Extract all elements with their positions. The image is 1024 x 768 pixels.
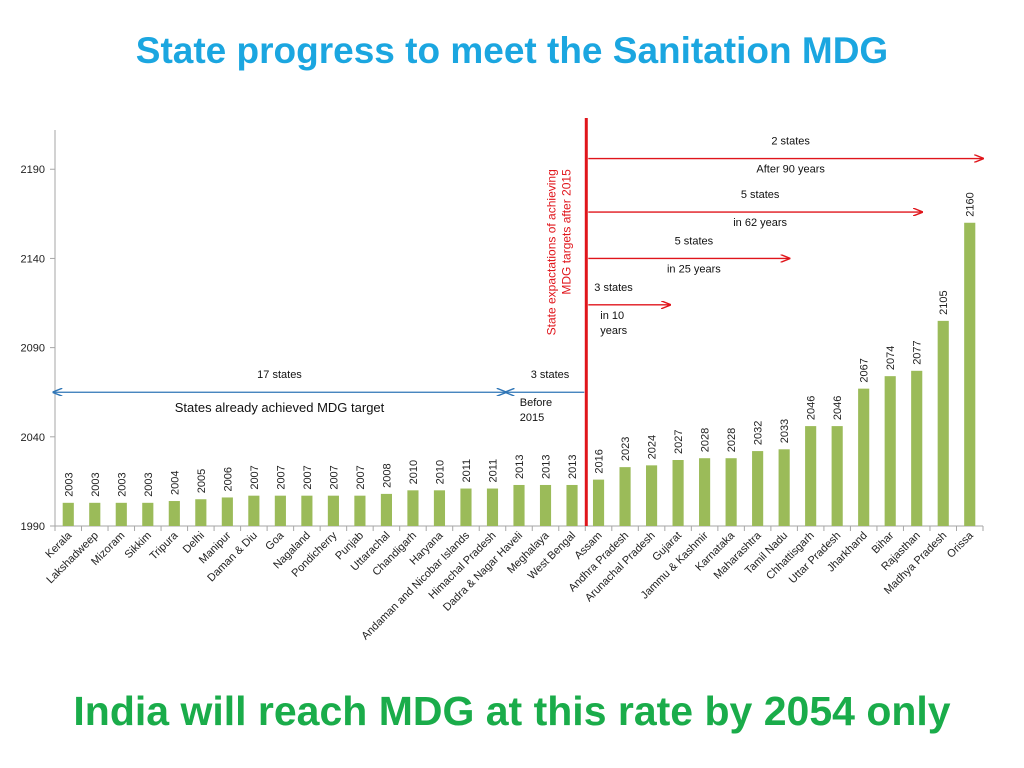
bar bbox=[142, 502, 154, 526]
data-label: 2016 bbox=[594, 449, 606, 473]
y-tick-label: 2140 bbox=[21, 253, 45, 265]
data-label: 2011 bbox=[487, 459, 499, 483]
data-label: 2013 bbox=[567, 454, 579, 478]
bar bbox=[327, 495, 339, 526]
data-label: 2046 bbox=[832, 396, 844, 420]
data-label: 2005 bbox=[196, 469, 208, 493]
data-label: 2105 bbox=[938, 290, 950, 314]
annotation-top-achieved: 17 states bbox=[257, 369, 302, 381]
bar bbox=[911, 370, 923, 526]
annotation-top-in25: 5 states bbox=[675, 235, 714, 247]
data-label: 2024 bbox=[647, 435, 659, 459]
bar bbox=[380, 493, 392, 526]
annotation-bottom-before2015: 2015 bbox=[520, 412, 544, 424]
data-label: 2007 bbox=[328, 465, 340, 489]
bar bbox=[805, 426, 817, 526]
bar bbox=[248, 495, 260, 526]
y-tick-label: 1990 bbox=[21, 521, 45, 533]
annotation-bottom-in10: years bbox=[600, 325, 627, 337]
data-label: 2077 bbox=[912, 340, 924, 364]
bar bbox=[513, 484, 525, 526]
annotation-bottom-in62: in 62 years bbox=[733, 217, 787, 229]
bar bbox=[62, 502, 74, 526]
data-label: 2013 bbox=[541, 454, 553, 478]
category-label: Tripura bbox=[148, 529, 181, 562]
y-tick-label: 2040 bbox=[21, 432, 45, 444]
y-tick-label: 2090 bbox=[21, 343, 45, 355]
bar bbox=[89, 502, 101, 526]
data-label: 2003 bbox=[90, 472, 102, 496]
data-label: 2027 bbox=[673, 430, 685, 454]
bar bbox=[672, 460, 684, 526]
data-label: 2028 bbox=[726, 428, 738, 452]
bar bbox=[831, 426, 843, 526]
bar bbox=[778, 449, 790, 526]
bar bbox=[964, 222, 976, 526]
annotation-top-in10: 3 states bbox=[594, 282, 633, 294]
data-label: 2011 bbox=[461, 459, 473, 483]
bar bbox=[646, 465, 658, 526]
data-label: 2003 bbox=[143, 472, 155, 496]
data-label: 2006 bbox=[222, 467, 234, 491]
annotation-bottom-before2015: Before bbox=[520, 397, 552, 409]
bar bbox=[407, 490, 419, 526]
data-label: 2160 bbox=[965, 192, 977, 216]
data-label: 2067 bbox=[859, 358, 871, 382]
divider-label: State expactations of achieving MDG targe… bbox=[544, 169, 573, 335]
bar bbox=[725, 458, 737, 526]
bar bbox=[221, 497, 233, 526]
data-label: 2003 bbox=[63, 472, 75, 496]
data-label: 2028 bbox=[700, 428, 712, 452]
data-label: 2010 bbox=[434, 460, 446, 484]
data-label: 2007 bbox=[275, 465, 287, 489]
data-label: 2007 bbox=[249, 465, 261, 489]
bar bbox=[274, 495, 286, 526]
bar bbox=[592, 479, 605, 526]
bar bbox=[486, 488, 499, 526]
bar bbox=[937, 320, 949, 526]
data-label: 2008 bbox=[381, 463, 393, 487]
bar bbox=[301, 495, 313, 526]
divider-label-line: MDG targets after 2015 bbox=[559, 169, 573, 295]
bar bbox=[115, 502, 127, 526]
data-label: 2003 bbox=[116, 472, 128, 496]
annotation-bottom-achieved: States already achieved MDG target bbox=[175, 400, 385, 415]
annotation-bottom-in10: in 10 bbox=[600, 310, 624, 322]
bar bbox=[619, 467, 631, 526]
annotation-bottom-in25: in 25 years bbox=[667, 263, 721, 275]
bar bbox=[752, 451, 764, 526]
divider-label-line: State expactations of achieving bbox=[544, 169, 558, 335]
annotation-top-in62: 5 states bbox=[741, 189, 780, 201]
annotation-bottom-after90: After 90 years bbox=[756, 164, 825, 176]
page-title: State progress to meet the Sanitation MD… bbox=[135, 30, 889, 71]
bar bbox=[354, 495, 366, 526]
annotation-top-after90: 2 states bbox=[771, 136, 810, 148]
annotation-top-before2015: 3 states bbox=[531, 369, 570, 381]
bar bbox=[884, 376, 896, 526]
bar bbox=[460, 488, 472, 526]
data-label: 2046 bbox=[806, 396, 818, 420]
bar bbox=[168, 501, 180, 526]
bar bbox=[195, 499, 207, 526]
data-label: 2074 bbox=[885, 346, 897, 370]
data-label: 2004 bbox=[169, 471, 181, 495]
category-label: Orissa bbox=[945, 529, 977, 561]
bar bbox=[566, 484, 578, 526]
data-label: 2013 bbox=[514, 454, 526, 478]
bar bbox=[539, 484, 552, 526]
data-label: 2007 bbox=[302, 465, 314, 489]
conclusion-text: India will reach MDG at this rate by 205… bbox=[73, 688, 951, 734]
y-tick-label: 2190 bbox=[21, 164, 45, 176]
bar bbox=[433, 490, 446, 526]
data-label: 2010 bbox=[408, 460, 420, 484]
bar bbox=[858, 388, 870, 526]
data-label: 2007 bbox=[355, 465, 367, 489]
data-label: 2023 bbox=[620, 437, 632, 461]
data-label: 2033 bbox=[779, 419, 791, 443]
bar bbox=[699, 458, 711, 526]
data-label: 2032 bbox=[753, 421, 765, 445]
